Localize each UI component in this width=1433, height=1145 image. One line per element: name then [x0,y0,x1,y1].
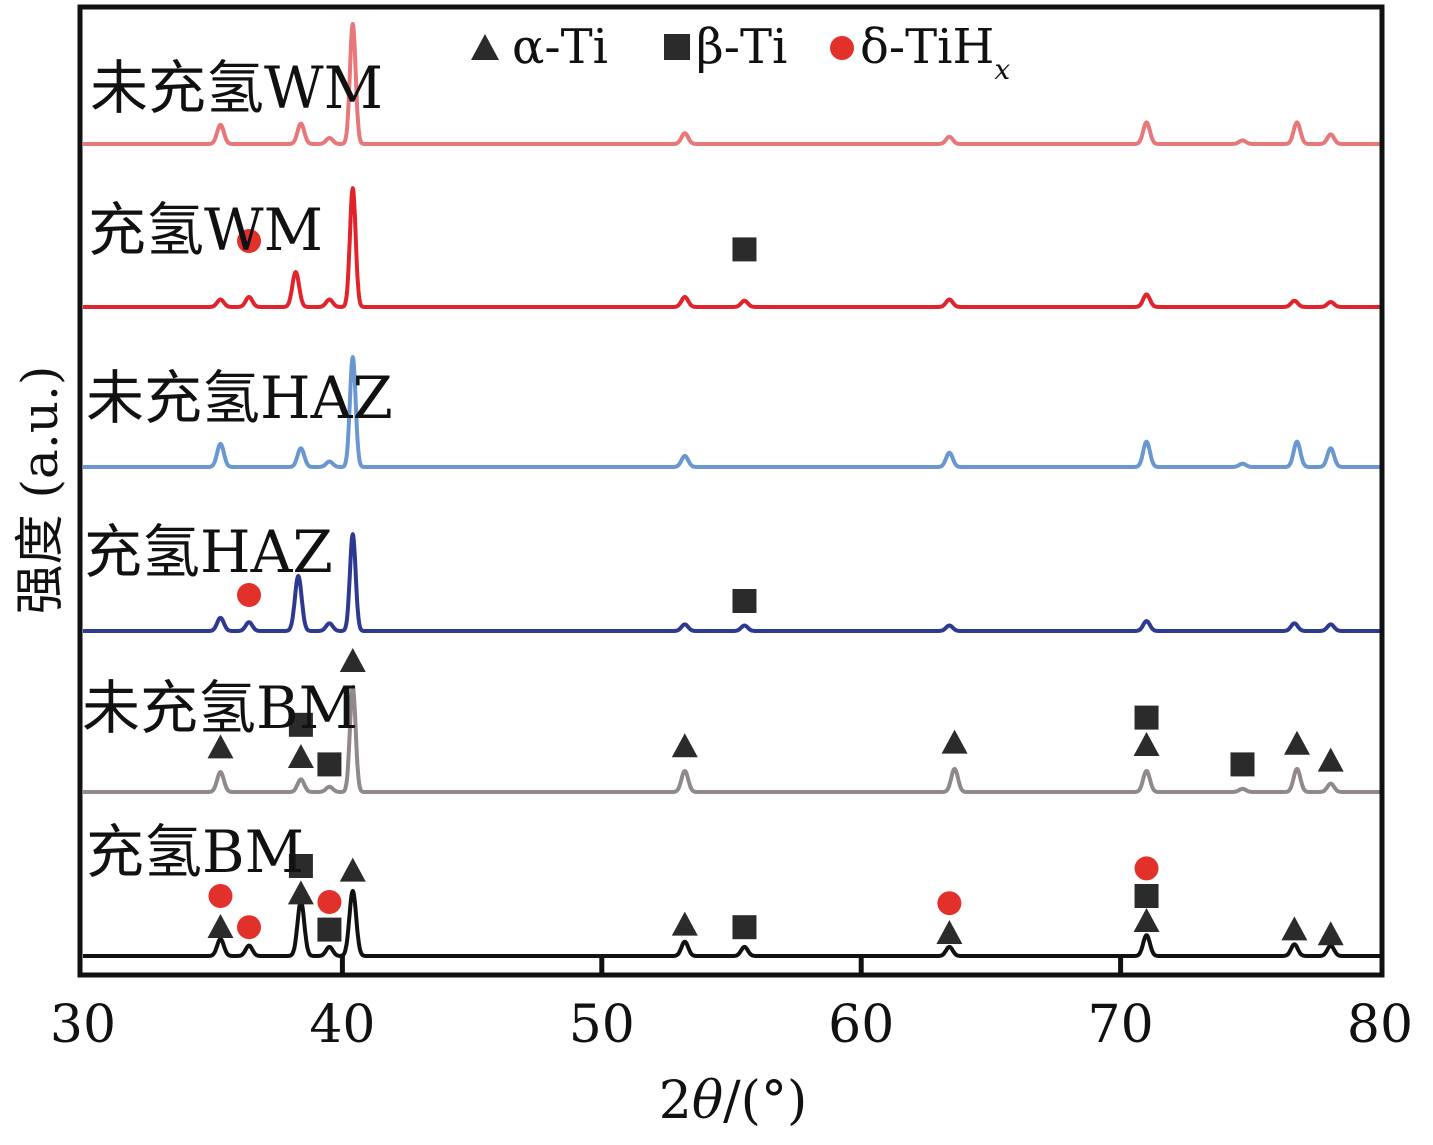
marker-triangle-s4-11 [1317,747,1344,772]
marker-triangle-s4-10 [1283,730,1310,755]
x-axis-label-theta: θ [692,1071,723,1131]
series-label-5: 充氢BM [86,818,304,886]
legend-label-delta: δ-TiHx [860,19,1010,86]
legend-label-delta-main: δ-TiH [860,19,994,75]
legend-label-delta-subscript: x [994,53,1010,86]
marker-square-s5-9 [732,915,757,940]
series-curve-2 [81,355,1382,469]
marker-triangle-s5-14 [1133,908,1160,932]
x-tick-label-40: 40 [309,995,375,1055]
series-label-4: 未充氢BM [82,674,358,742]
marker-circle-s5-1 [208,884,233,908]
x-axis-label-prefix: 2 [659,1071,692,1131]
legend: α-Ti β-Ti δ-TiHx [471,19,1010,86]
x-tick-label-30: 30 [50,995,116,1055]
series-curve-0 [81,22,1382,146]
series-curve-1 [81,186,1382,309]
x-tick-label-70: 70 [1088,995,1154,1055]
marker-triangle-s5-11 [936,920,963,944]
series-label-2: 未充氢HAZ [86,364,393,432]
marker-triangle-s5-16 [1317,921,1344,946]
marker-square-s4-3 [317,752,342,777]
marker-triangle-s4-1 [287,744,314,768]
marker-triangle-s5-0 [207,914,234,938]
marker-square-s4-8 [1134,705,1159,730]
marker-triangle-s4-6 [941,729,968,754]
x-axis-label: 2θ/(°) [659,1071,808,1131]
legend-triangle-marker [471,34,499,60]
marker-triangle-s4-4 [339,648,366,672]
y-axis-label: 强度 (a.u.) [11,366,69,615]
marker-circle-s5-2 [237,915,262,940]
marker-triangle-s5-7 [339,857,366,882]
series-curve-5 [81,889,1382,958]
marker-triangle-s4-7 [1133,732,1160,756]
marker-square-s1-1 [732,237,757,262]
marker-square-s5-4 [288,854,313,878]
marker-triangle-s5-3 [287,880,314,905]
legend-label-alpha: α-Ti [512,19,608,75]
series-labels: 未充氢WM 充氢WM 未充氢HAZ 充氢HAZ 未充氢BM 充氢BM [82,54,393,886]
plot-frame [77,4,1385,978]
marker-circle-s5-12 [1134,856,1159,881]
series-label-1: 充氢WM [88,196,323,264]
series-curves [81,22,1382,958]
marker-circle-s3-0 [237,583,262,607]
marker-square-s5-6 [317,917,342,942]
marker-triangle-s4-0 [207,734,234,759]
series-label-3: 充氢HAZ [84,518,333,586]
x-tick-label-80: 80 [1347,995,1413,1055]
phase-markers [207,229,1344,946]
marker-square-s4-2 [288,712,313,737]
series-curve-4 [81,685,1382,794]
x-axis-ticks: 30 40 50 60 70 80 [50,955,1413,1055]
marker-triangle-s5-15 [1281,916,1308,941]
marker-square-s5-13 [1134,884,1159,908]
marker-square-s4-9 [1230,752,1255,777]
marker-triangle-s5-8 [671,911,698,936]
marker-triangle-s4-5 [671,733,698,758]
x-tick-label-50: 50 [569,995,635,1055]
marker-circle-s5-5 [317,890,342,914]
legend-circle-marker [830,36,854,60]
marker-circle-s5-10 [937,891,962,916]
series-curve-3 [81,532,1382,633]
marker-square-s3-1 [732,589,757,613]
series-label-0: 未充氢WM [90,54,383,122]
x-tick-label-60: 60 [828,995,894,1055]
x-axis-label-unit: /(°) [723,1071,807,1131]
legend-label-beta: β-Ti [696,19,787,75]
legend-square-marker [664,34,690,60]
marker-circle-s1-0 [237,229,262,253]
